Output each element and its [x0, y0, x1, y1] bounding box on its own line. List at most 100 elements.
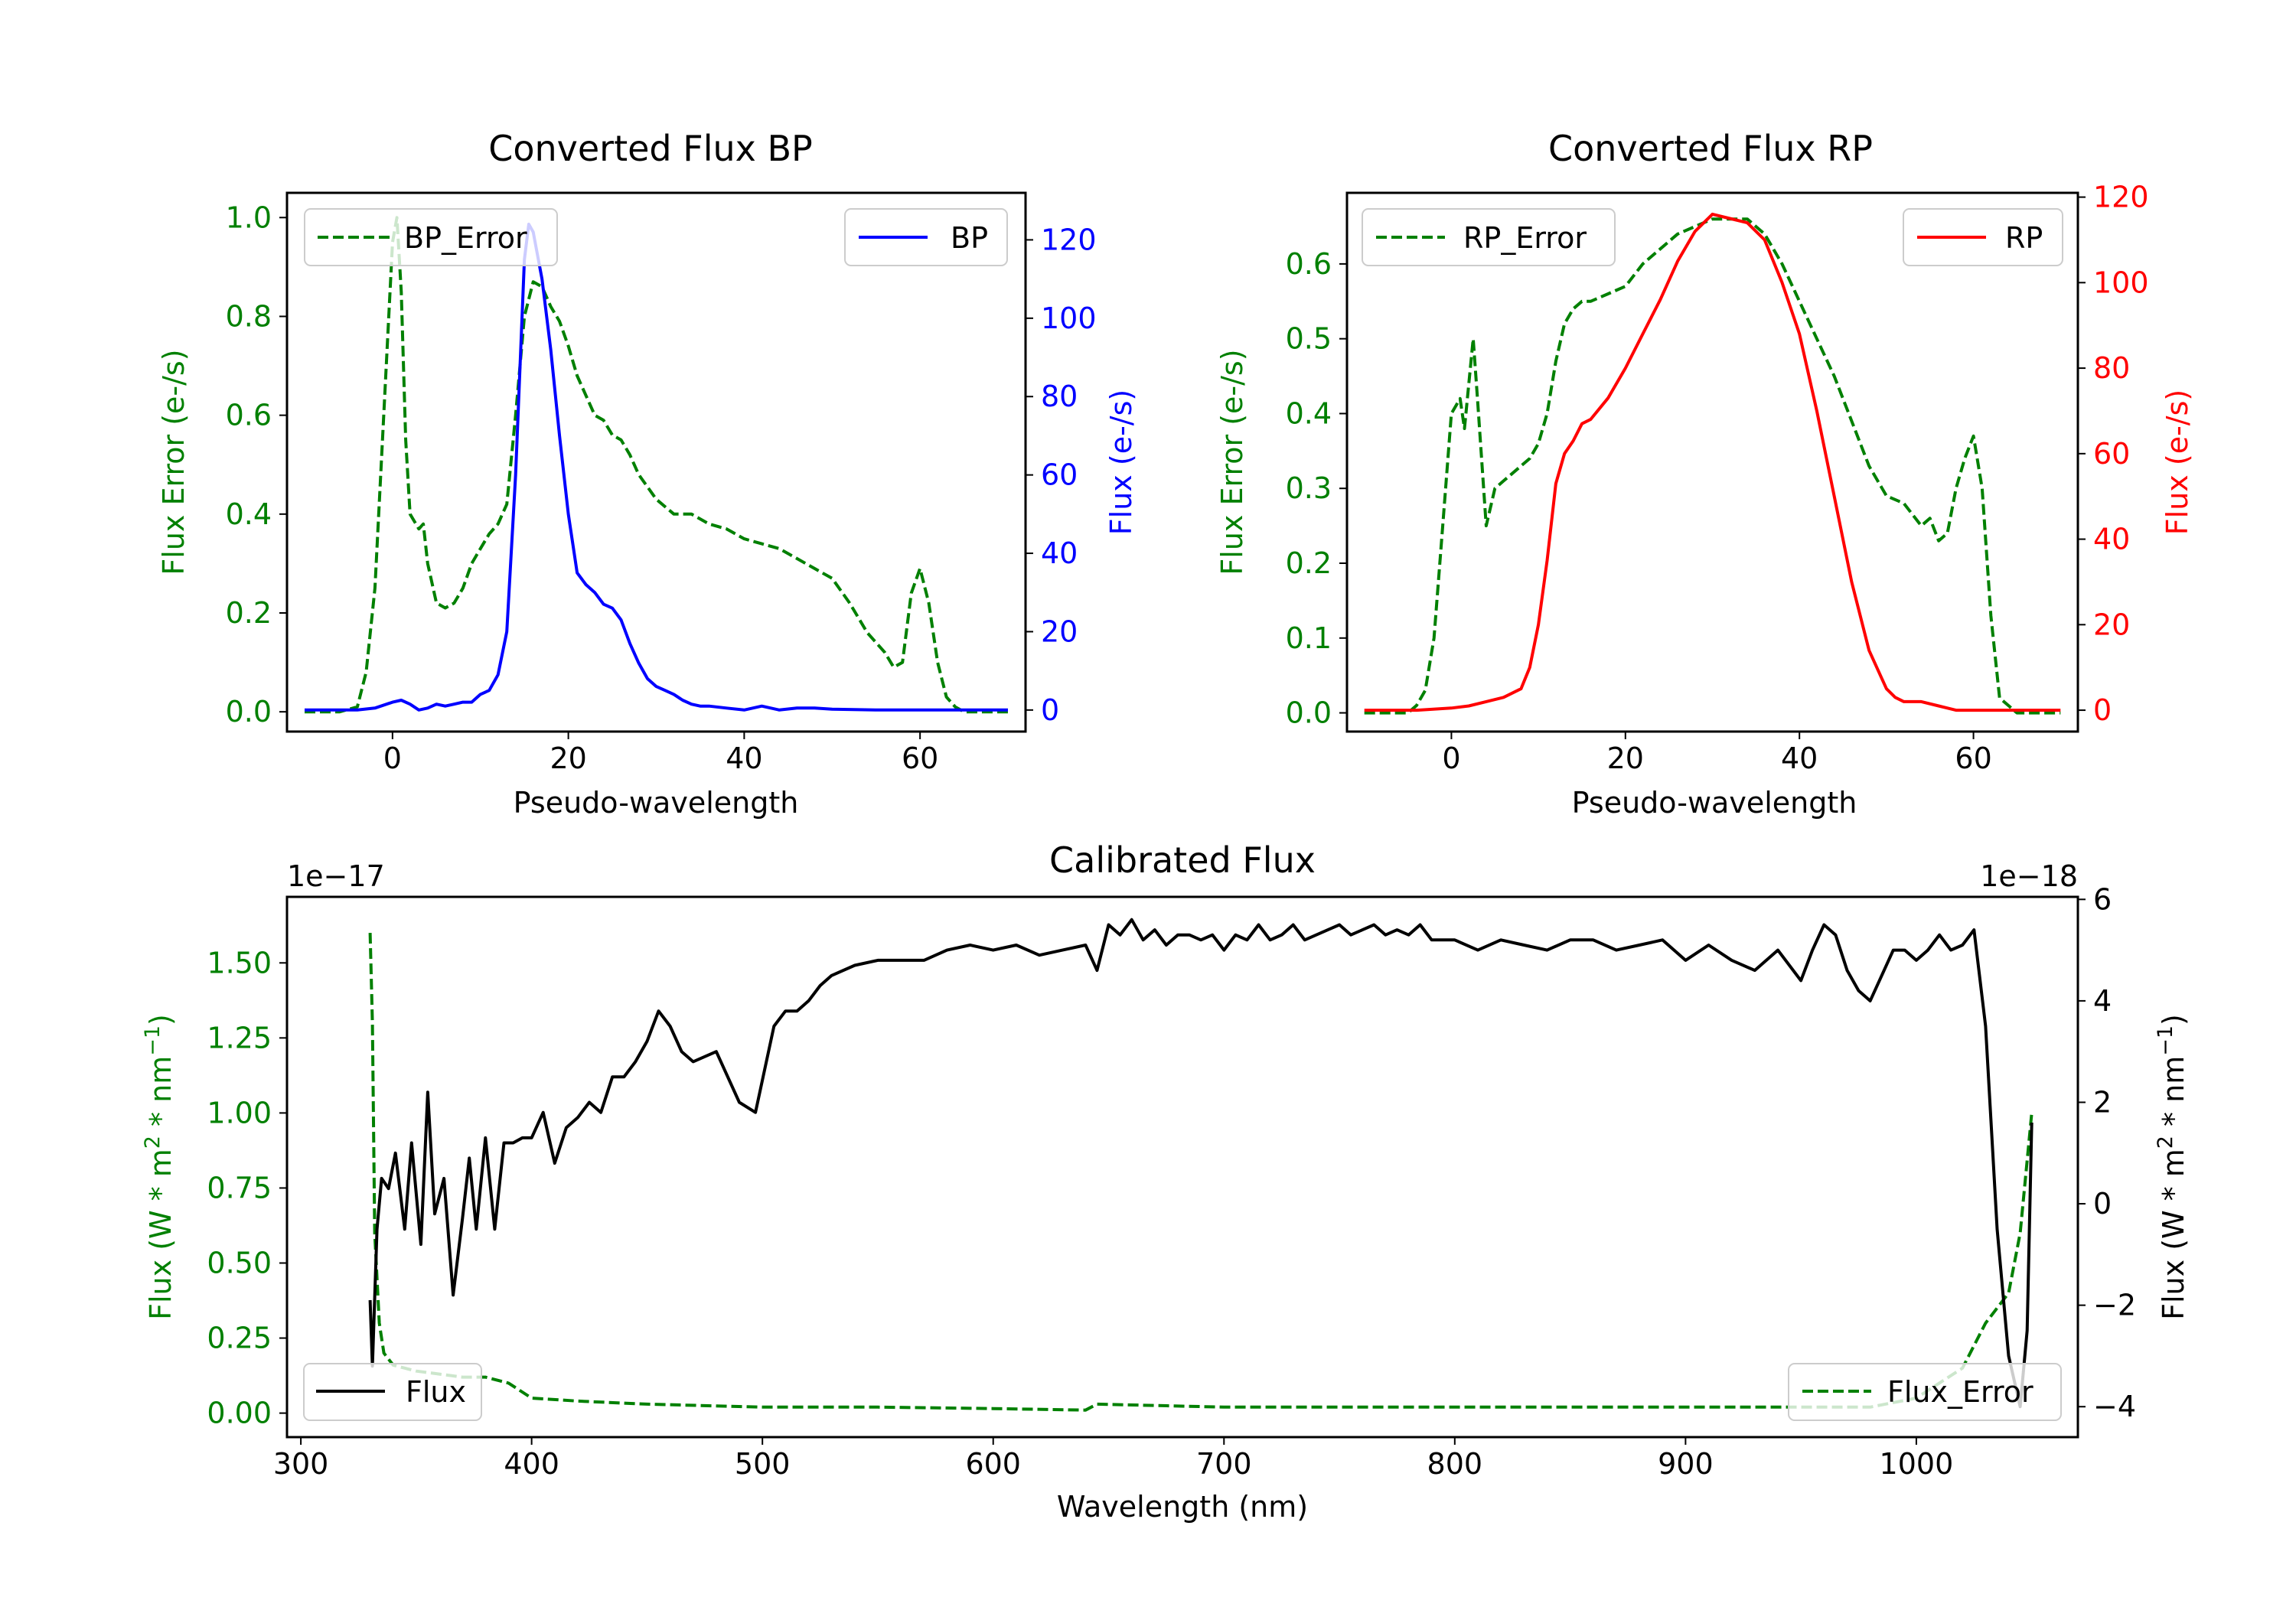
- bp-legend-flux-label: BP: [951, 221, 988, 255]
- y-left-tick-label: 0.0: [226, 695, 272, 729]
- cal-ylabel-right-sup2: −1: [2154, 1025, 2177, 1056]
- cal-legend-flux-box: [303, 1363, 482, 1421]
- cal-ylabel-left-sup2: −1: [141, 1025, 165, 1056]
- bp-ylabel-right: Flux (e-/s): [1104, 390, 1138, 535]
- y-right-tick-label: 20: [2093, 608, 2130, 641]
- x-tick-label: 800: [1427, 1447, 1483, 1481]
- y-right-tick-label: 60: [2093, 437, 2130, 471]
- y-left-tick-label: 0.6: [1286, 247, 1332, 281]
- cal-ylabel-left-b: * nm: [144, 1056, 178, 1136]
- y-left-tick-label: 1.00: [207, 1096, 272, 1129]
- bp-xlabel: Pseudo-wavelength: [514, 786, 799, 820]
- x-tick-label: 60: [902, 742, 938, 775]
- y-right-tick-label: 80: [1041, 380, 1078, 413]
- cal-xlabel: Wavelength (nm): [1057, 1490, 1308, 1524]
- bp-title: Converted Flux BP: [488, 128, 813, 169]
- y-right-tick-label: 60: [1041, 458, 1078, 492]
- x-tick-label: 700: [1196, 1447, 1252, 1481]
- rp-title: Converted Flux RP: [1548, 128, 1873, 169]
- y-right-tick-label: −2: [2093, 1289, 2136, 1322]
- y-left-tick-label: 0.00: [207, 1397, 272, 1430]
- rp-legend-error: RP_Error: [1362, 208, 1616, 266]
- y-left-tick-label: 0.8: [226, 299, 272, 333]
- y-right-tick-label: 2: [2093, 1085, 2112, 1119]
- x-tick-label: 500: [735, 1447, 791, 1481]
- x-tick-label: 900: [1658, 1447, 1714, 1481]
- y-left-tick-label: 0.5: [1286, 322, 1332, 356]
- bp-plot-lines: [305, 216, 1008, 714]
- cal-ylabel-left-a: Flux (W * m: [144, 1149, 178, 1320]
- rp-legend-error-label: RP_Error: [1463, 221, 1587, 255]
- rp-xlabel: Pseudo-wavelength: [1572, 786, 1857, 820]
- cal-axes-frame: [285, 895, 2079, 1439]
- y-right-tick-label: 120: [2093, 181, 2149, 214]
- x-tick-label: 20: [550, 742, 586, 775]
- cal-ylabel-right-a: Flux (W * m: [2157, 1149, 2190, 1320]
- y-right-tick-label: 40: [1041, 536, 1078, 570]
- bp-ticks: 0 20 40 60 0.0 0.2 0.4 0.6 0.8 1.0 0 20 40 60 80 100 120: [226, 200, 1097, 775]
- rp-panel: Converted Flux RP 0 20 40 60 0.0 0.1 0.2 0.3 0.4…: [1215, 128, 2194, 820]
- cal-ylabel-right-sup: 2: [2154, 1136, 2177, 1149]
- y-left-tick-label: 1.50: [207, 946, 272, 980]
- y-left-tick-label: 0.4: [1286, 396, 1332, 430]
- y-left-tick-label: 1.0: [226, 200, 272, 234]
- y-left-tick-label: 0.3: [1286, 471, 1332, 505]
- y-left-tick-label: 0.25: [207, 1322, 272, 1355]
- y-left-tick-label: 1.25: [207, 1021, 272, 1054]
- cal-ylabel-right: Flux (W * m2 * nm−1): [2154, 1014, 2191, 1320]
- y-right-tick-label: 6: [2093, 882, 2112, 916]
- y-left-tick-label: 0.1: [1286, 621, 1332, 655]
- rp-ylabel-left: Flux Error (e-/s): [1215, 349, 1249, 575]
- x-tick-label: 400: [504, 1447, 559, 1481]
- y-left-tick-label: 0.2: [226, 596, 272, 630]
- y-left-tick-label: 0.75: [207, 1171, 272, 1204]
- cal-ticks: 300 400 500 600 700 800 900 1000 0.00 0.25 0.50 0.7…: [207, 882, 2136, 1481]
- rp-legend-flux: RP: [1903, 208, 2063, 266]
- rp-plot-lines: [1364, 212, 2061, 715]
- rp-legend-error-box: [1362, 208, 1616, 266]
- series-line-bp: [305, 223, 1008, 712]
- bp-legend-error: BP_Error: [304, 208, 558, 266]
- bp-legend-error-box: [304, 208, 558, 266]
- cal-legend-error-box: [1788, 1363, 2062, 1421]
- y-right-tick-label: 100: [1041, 302, 1097, 335]
- y-left-tick-label: 0.0: [1286, 696, 1332, 730]
- cal-ylabel-left-sup: 2: [141, 1136, 165, 1149]
- x-tick-label: 600: [965, 1447, 1021, 1481]
- cal-offset-left: 1e−17: [287, 859, 385, 893]
- rp-axes-frame: [1345, 191, 2079, 733]
- x-tick-label: 0: [383, 742, 402, 775]
- bp-legend-error-label: BP_Error: [404, 221, 527, 255]
- y-right-tick-label: 40: [2093, 523, 2130, 556]
- cal-legend-flux-label: Flux: [406, 1375, 466, 1409]
- cal-legend-error-label: Flux_Error: [1887, 1375, 2033, 1409]
- cal-legend-error: Flux_Error: [1788, 1363, 2062, 1421]
- bp-panel: Converted Flux BP 0 20 40 60 0.0 0.2 0.4 0.6 0.8…: [157, 128, 1138, 820]
- rp-ylabel-right: Flux (e-/s): [2161, 390, 2194, 535]
- x-tick-label: 300: [273, 1447, 329, 1481]
- cal-ylabel-right-c: ): [2157, 1014, 2190, 1025]
- y-right-tick-label: 120: [1041, 223, 1097, 256]
- rp-ticks: 0 20 40 60 0.0 0.1 0.2 0.3 0.4 0.5 0.6 0 20 40 60 80 100…: [1286, 181, 2149, 775]
- y-right-tick-label: 80: [2093, 351, 2130, 385]
- y-left-tick-label: 0.6: [226, 399, 272, 432]
- cal-offset-right: 1e−18: [1980, 859, 2078, 893]
- series-line-rp-error: [1364, 217, 2061, 715]
- series-line-bp-error: [305, 216, 1008, 714]
- y-right-tick-label: 0: [2093, 1187, 2112, 1221]
- cal-legend-flux: Flux: [303, 1363, 482, 1421]
- series-line-flux: [368, 918, 2033, 1409]
- cal-ylabel-right-b: * nm: [2157, 1056, 2190, 1136]
- x-tick-label: 0: [1442, 742, 1460, 775]
- y-right-tick-label: 20: [1041, 614, 1078, 648]
- bp-ylabel-left: Flux Error (e-/s): [157, 349, 191, 575]
- x-tick-label: 20: [1607, 742, 1644, 775]
- x-tick-label: 1000: [1880, 1447, 1954, 1481]
- bp-legend-flux: BP: [844, 208, 1008, 266]
- series-line-rp: [1364, 212, 2061, 712]
- x-tick-label: 40: [1781, 742, 1818, 775]
- x-tick-label: 60: [1955, 742, 1991, 775]
- bp-axes-frame: [285, 191, 1027, 733]
- x-tick-label: 40: [726, 742, 762, 775]
